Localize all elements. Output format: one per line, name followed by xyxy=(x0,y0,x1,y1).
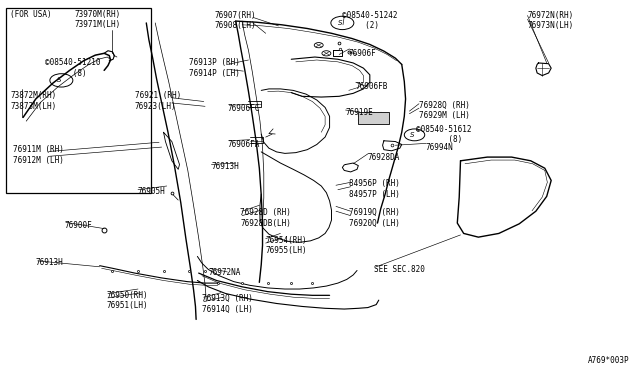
Text: 76911M (RH)
76912M (LH): 76911M (RH) 76912M (LH) xyxy=(13,145,65,165)
Text: 76972N(RH)
76973N(LH): 76972N(RH) 76973N(LH) xyxy=(527,11,574,31)
Bar xyxy=(358,112,389,124)
Text: 76950(RH)
76951(LH): 76950(RH) 76951(LH) xyxy=(106,291,148,310)
Text: SEE SEC.820: SEE SEC.820 xyxy=(374,264,425,273)
Text: 76928DA: 76928DA xyxy=(368,153,400,162)
Text: 76972NA: 76972NA xyxy=(208,267,241,276)
Text: 76919Q (RH)
76920Q (LH): 76919Q (RH) 76920Q (LH) xyxy=(349,208,399,228)
Text: A769*003P: A769*003P xyxy=(588,356,630,365)
Text: 73872M(RH)
73873M(LH): 73872M(RH) 73873M(LH) xyxy=(10,92,56,111)
Text: 76906F: 76906F xyxy=(349,49,376,58)
Text: ©08540-51242
     (2): ©08540-51242 (2) xyxy=(342,11,398,31)
Text: 76928Q (RH)
76929M (LH): 76928Q (RH) 76929M (LH) xyxy=(419,101,470,120)
Text: 76906FC: 76906FC xyxy=(227,105,260,113)
Text: 76913H: 76913H xyxy=(211,162,239,171)
Text: S: S xyxy=(410,132,414,138)
Text: ©08540-51612
       (8): ©08540-51612 (8) xyxy=(416,125,471,144)
Text: ©08540-51210
      (8): ©08540-51210 (8) xyxy=(45,58,101,77)
Text: 76907(RH)
76908(LH): 76907(RH) 76908(LH) xyxy=(214,11,256,31)
Text: 76954(RH)
76955(LH): 76954(RH) 76955(LH) xyxy=(266,236,307,256)
Text: 76900F: 76900F xyxy=(65,221,92,230)
Text: 76928D (RH)
76928DB(LH): 76928D (RH) 76928DB(LH) xyxy=(240,208,291,228)
Text: S: S xyxy=(337,20,342,26)
FancyBboxPatch shape xyxy=(6,8,152,193)
Text: 76913H: 76913H xyxy=(36,258,63,267)
Text: S: S xyxy=(56,77,61,83)
Text: 76906FA: 76906FA xyxy=(227,140,260,149)
Text: 76913P (RH)
76914P (LH): 76913P (RH) 76914P (LH) xyxy=(189,58,240,77)
Text: 76913Q (RH)
76914Q (LH): 76913Q (RH) 76914Q (LH) xyxy=(202,294,253,314)
Text: 76994N: 76994N xyxy=(426,143,453,153)
Text: 76921 (RH)
76923(LH): 76921 (RH) 76923(LH) xyxy=(135,92,181,111)
Text: 73970M(RH)
73971M(LH): 73970M(RH) 73971M(LH) xyxy=(74,10,120,29)
Text: 76919E: 76919E xyxy=(346,108,373,117)
Text: 76906FB: 76906FB xyxy=(355,82,387,91)
Text: 84956P (RH)
84957P (LH): 84956P (RH) 84957P (LH) xyxy=(349,179,399,199)
Text: 76905H: 76905H xyxy=(138,187,166,196)
Text: (FOR USA): (FOR USA) xyxy=(10,10,52,19)
